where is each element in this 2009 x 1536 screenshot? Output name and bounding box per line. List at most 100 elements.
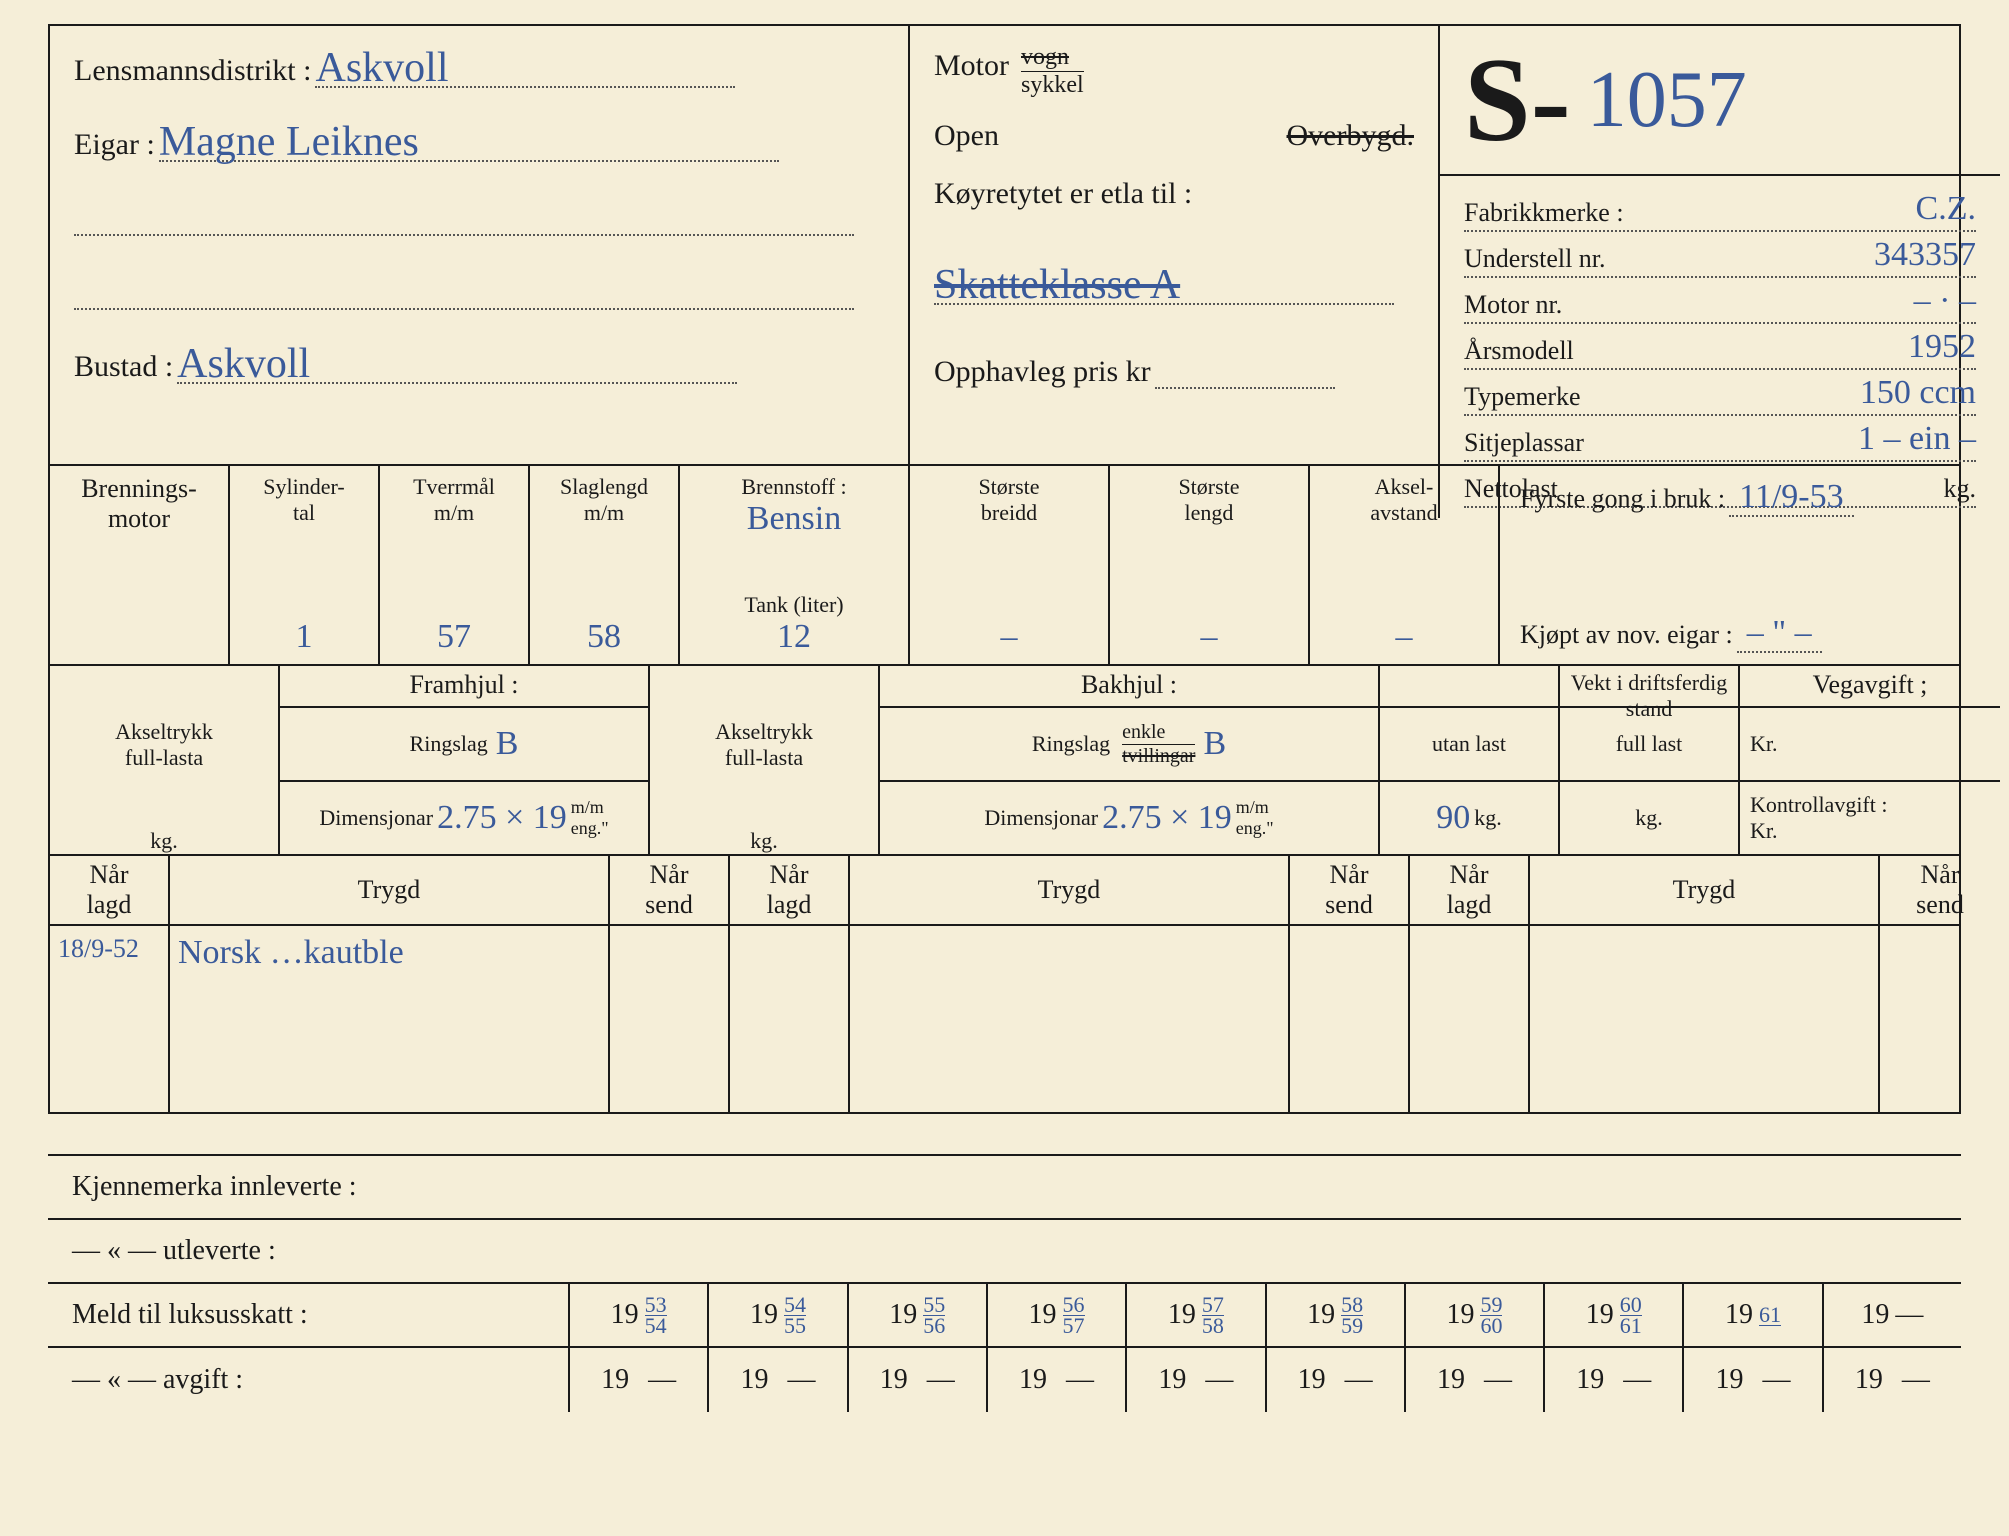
value-slaglengd: 58 — [540, 618, 668, 656]
year-cell: 19 — — [1125, 1348, 1264, 1412]
label-vektstand: Vekt i driftsferdig stand — [1560, 666, 1738, 708]
value-akselavstand: – — [1320, 618, 1488, 656]
value-ringslag-f: B — [496, 725, 519, 763]
registration-box: S- 1057 — [1440, 26, 2000, 176]
value-kjoptav: – " – — [1737, 614, 1822, 653]
reg-number: 1057 — [1587, 55, 1747, 146]
label-tank: Tank (liter) — [744, 592, 843, 617]
value-storstebreidd: – — [920, 618, 1098, 656]
label-sitjeplassar: Sitjeplassar — [1464, 428, 1584, 458]
year-cell: 196061 — [1543, 1284, 1682, 1346]
avgift-years: 19 —19 —19 —19 —19 —19 —19 —19 —19 —19 — — [568, 1348, 1961, 1412]
label-ringslag-b: Ringslag — [1032, 731, 1110, 757]
year-cell: 19 — — [1682, 1348, 1821, 1412]
h-trygd-3: Trygd — [1530, 856, 1880, 924]
label-kg-f: kg. — [144, 828, 184, 854]
bottom-section: Kjennemerka innleverte : — « — utleverte… — [48, 1154, 1961, 1412]
year-cell: 195354 — [568, 1284, 707, 1346]
label-dim-b: Dimensjonar — [984, 805, 1098, 831]
value-fyrstegong: 11/9-53 — [1729, 478, 1854, 517]
blank-line-2 — [74, 266, 854, 310]
year-cell: 19 — — [1822, 1348, 1961, 1412]
label-sylindertal: Sylinder- tal — [240, 474, 368, 526]
label-utleverte: — « — utleverte : — [48, 1235, 568, 1267]
year-cell: 195859 — [1265, 1284, 1404, 1346]
value-bustad: Askvoll — [177, 340, 737, 384]
label-avgift: — « — avgift : — [48, 1364, 568, 1396]
value-brennstoff: Bensin — [747, 500, 841, 537]
label-motornr: Motor nr. — [1464, 290, 1562, 320]
value-opphavleg — [1155, 345, 1335, 389]
label-akselavstand: Aksel- avstand — [1320, 474, 1488, 526]
year-cell: 195758 — [1125, 1284, 1264, 1346]
value-trygd-text: Norsk …kautble — [178, 934, 404, 971]
year-cell: 19 — — [707, 1348, 846, 1412]
vehicle-type-column: Motor vogn sykkel Open Overbygd. Køyrety… — [910, 26, 1440, 518]
year-cell: 19 — — [1265, 1348, 1404, 1412]
year-cell: 19 — — [1543, 1348, 1682, 1412]
h-trygd-2: Trygd — [850, 856, 1290, 924]
label-lensmannsdistrikt: Lensmannsdistrikt : — [74, 54, 311, 87]
label-mmeng-f: m/m eng." — [571, 797, 609, 839]
value-skatteklasse: Skatteklasse A — [934, 261, 1394, 305]
value-sylindertal: 1 — [240, 618, 368, 656]
h-trygd-1: Trygd — [170, 856, 610, 924]
h-narlagd-3: Når lagd — [1410, 856, 1530, 924]
label-typemerke: Typemerke — [1464, 382, 1581, 412]
label-vogn: vogn — [1021, 44, 1084, 72]
label-bustad: Bustad : — [74, 350, 173, 383]
wheels-band: Akseltrykk full-lasta kg. Framhjul : Rin… — [48, 664, 1961, 854]
luksus-years: 1953541954551955561956571957581958591959… — [568, 1284, 1961, 1346]
label-understell: Understell nr. — [1464, 244, 1606, 274]
value-trygd-dato: 18/9-52 — [58, 934, 139, 963]
label-storstelengd: Største lengd — [1120, 474, 1298, 526]
label-dim-f: Dimensjonar — [319, 805, 433, 831]
value-eigar: Magne Leiknes — [159, 118, 779, 162]
label-vegavgift: Vegavgift ; — [1740, 666, 2000, 708]
label-akseltrykk-f: Akseltrykk full-lasta — [115, 719, 213, 771]
year-cell: 19 — — [986, 1348, 1125, 1412]
label-kr2: Kr. — [1750, 818, 1778, 844]
year-cell: 195556 — [847, 1284, 986, 1346]
label-kjoptav: Kjøpt av nov. eigar : — [1520, 620, 1733, 649]
label-arsmodell: Årsmodell — [1464, 336, 1574, 366]
engine-band: Brennings- motor Sylinder- tal 1 Tverrmå… — [48, 464, 1961, 664]
label-tverrmal: Tverrmål m/m — [390, 474, 518, 526]
label-bakhjul: Bakhjul : — [880, 666, 1378, 708]
label-fabrikkmerke: Fabrikkmerke : — [1464, 198, 1624, 228]
value-lensmannsdistrikt: Askvoll — [315, 44, 735, 88]
label-mmeng-b: m/m eng." — [1236, 797, 1274, 839]
value-storstelengd: – — [1120, 618, 1298, 656]
label-overbygd: Overbygd. — [1287, 119, 1414, 153]
owner-column: Lensmannsdistrikt : Askvoll Eigar : Magn… — [50, 26, 910, 518]
value-tank: 12 — [777, 618, 811, 655]
label-brennstoff: Brennstoff : — [741, 474, 846, 499]
reg-prefix: S- — [1464, 31, 1571, 169]
h-narlagd-2: Når lagd — [730, 856, 850, 924]
value-understell: 343357 — [1874, 236, 1976, 274]
h-narsend-3: Når send — [1880, 856, 2000, 924]
value-typemerke: 150 ccm — [1860, 374, 1976, 412]
year-cell: 19 — — [847, 1348, 986, 1412]
label-open: Open — [934, 119, 999, 153]
label-koyretil: Køyretytet er etla til : — [934, 177, 1414, 211]
year-cell: 1961 — [1682, 1284, 1821, 1346]
label-brenningsmotor: Brennings- motor — [60, 474, 218, 534]
year-cell: 19— — [1822, 1284, 1961, 1346]
label-kg-b: kg. — [744, 828, 784, 854]
value-arsmodell: 1952 — [1908, 328, 1976, 366]
label-eigar: Eigar : — [74, 128, 155, 161]
label-meldluksus: Meld til luksusskatt : — [48, 1299, 568, 1331]
h-narsend-2: Når send — [1290, 856, 1410, 924]
value-sitjeplassar: 1 – ein – — [1858, 420, 1976, 458]
label-fulllast: full last — [1616, 731, 1683, 757]
trygd-body: 18/9-52 Norsk …kautble — [48, 924, 1961, 1114]
registration-card: Lensmannsdistrikt : Askvoll Eigar : Magn… — [0, 0, 2009, 1536]
label-kr1: Kr. — [1750, 731, 1778, 757]
label-vektstand-part — [1380, 666, 1558, 708]
spec-column: S- 1057 Fabrikkmerke : C.Z. Understell n… — [1440, 26, 2000, 518]
label-akseltrykk-b: Akseltrykk full-lasta — [715, 719, 813, 771]
blank-line-1 — [74, 192, 854, 236]
label-motor: Motor — [934, 49, 1009, 82]
label-kontrollavgift: Kontrollavgift : — [1750, 792, 1887, 818]
